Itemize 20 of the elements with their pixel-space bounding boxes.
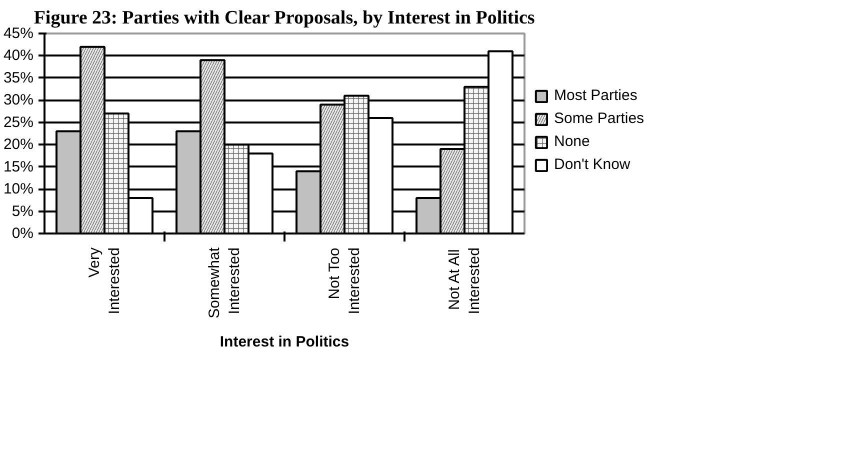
y-tick-label: 15% bbox=[3, 158, 34, 176]
y-tick-label: 35% bbox=[3, 69, 34, 86]
x-tick-label: Very Interested bbox=[86, 247, 124, 314]
x-tick-label: Not At All Interested bbox=[446, 247, 484, 314]
y-tick-label: 25% bbox=[3, 114, 34, 131]
y-tick-label: 5% bbox=[12, 202, 34, 220]
y-tick-label: 30% bbox=[3, 92, 34, 109]
x-tick-label: Not Too Interested bbox=[326, 247, 364, 314]
legend-label: None bbox=[554, 133, 591, 150]
x-tick-label: Somewhat Interested bbox=[206, 246, 244, 318]
y-tick-label: 20% bbox=[3, 136, 34, 154]
y-tick-label: 40% bbox=[3, 47, 34, 64]
chart-title: Figure 23: Parties with Clear Proposals, by Interest in Politics bbox=[34, 8, 535, 28]
legend-label: Some Parties bbox=[554, 110, 646, 127]
legend-label: Most Parties bbox=[554, 87, 638, 104]
x-axis-title: Interest in Politics bbox=[220, 333, 350, 350]
y-tick-label: 0% bbox=[12, 225, 34, 242]
legend-label: Don't Know bbox=[554, 156, 632, 173]
y-tick-label: 45% bbox=[3, 25, 34, 42]
y-tick-label: 10% bbox=[3, 180, 34, 198]
